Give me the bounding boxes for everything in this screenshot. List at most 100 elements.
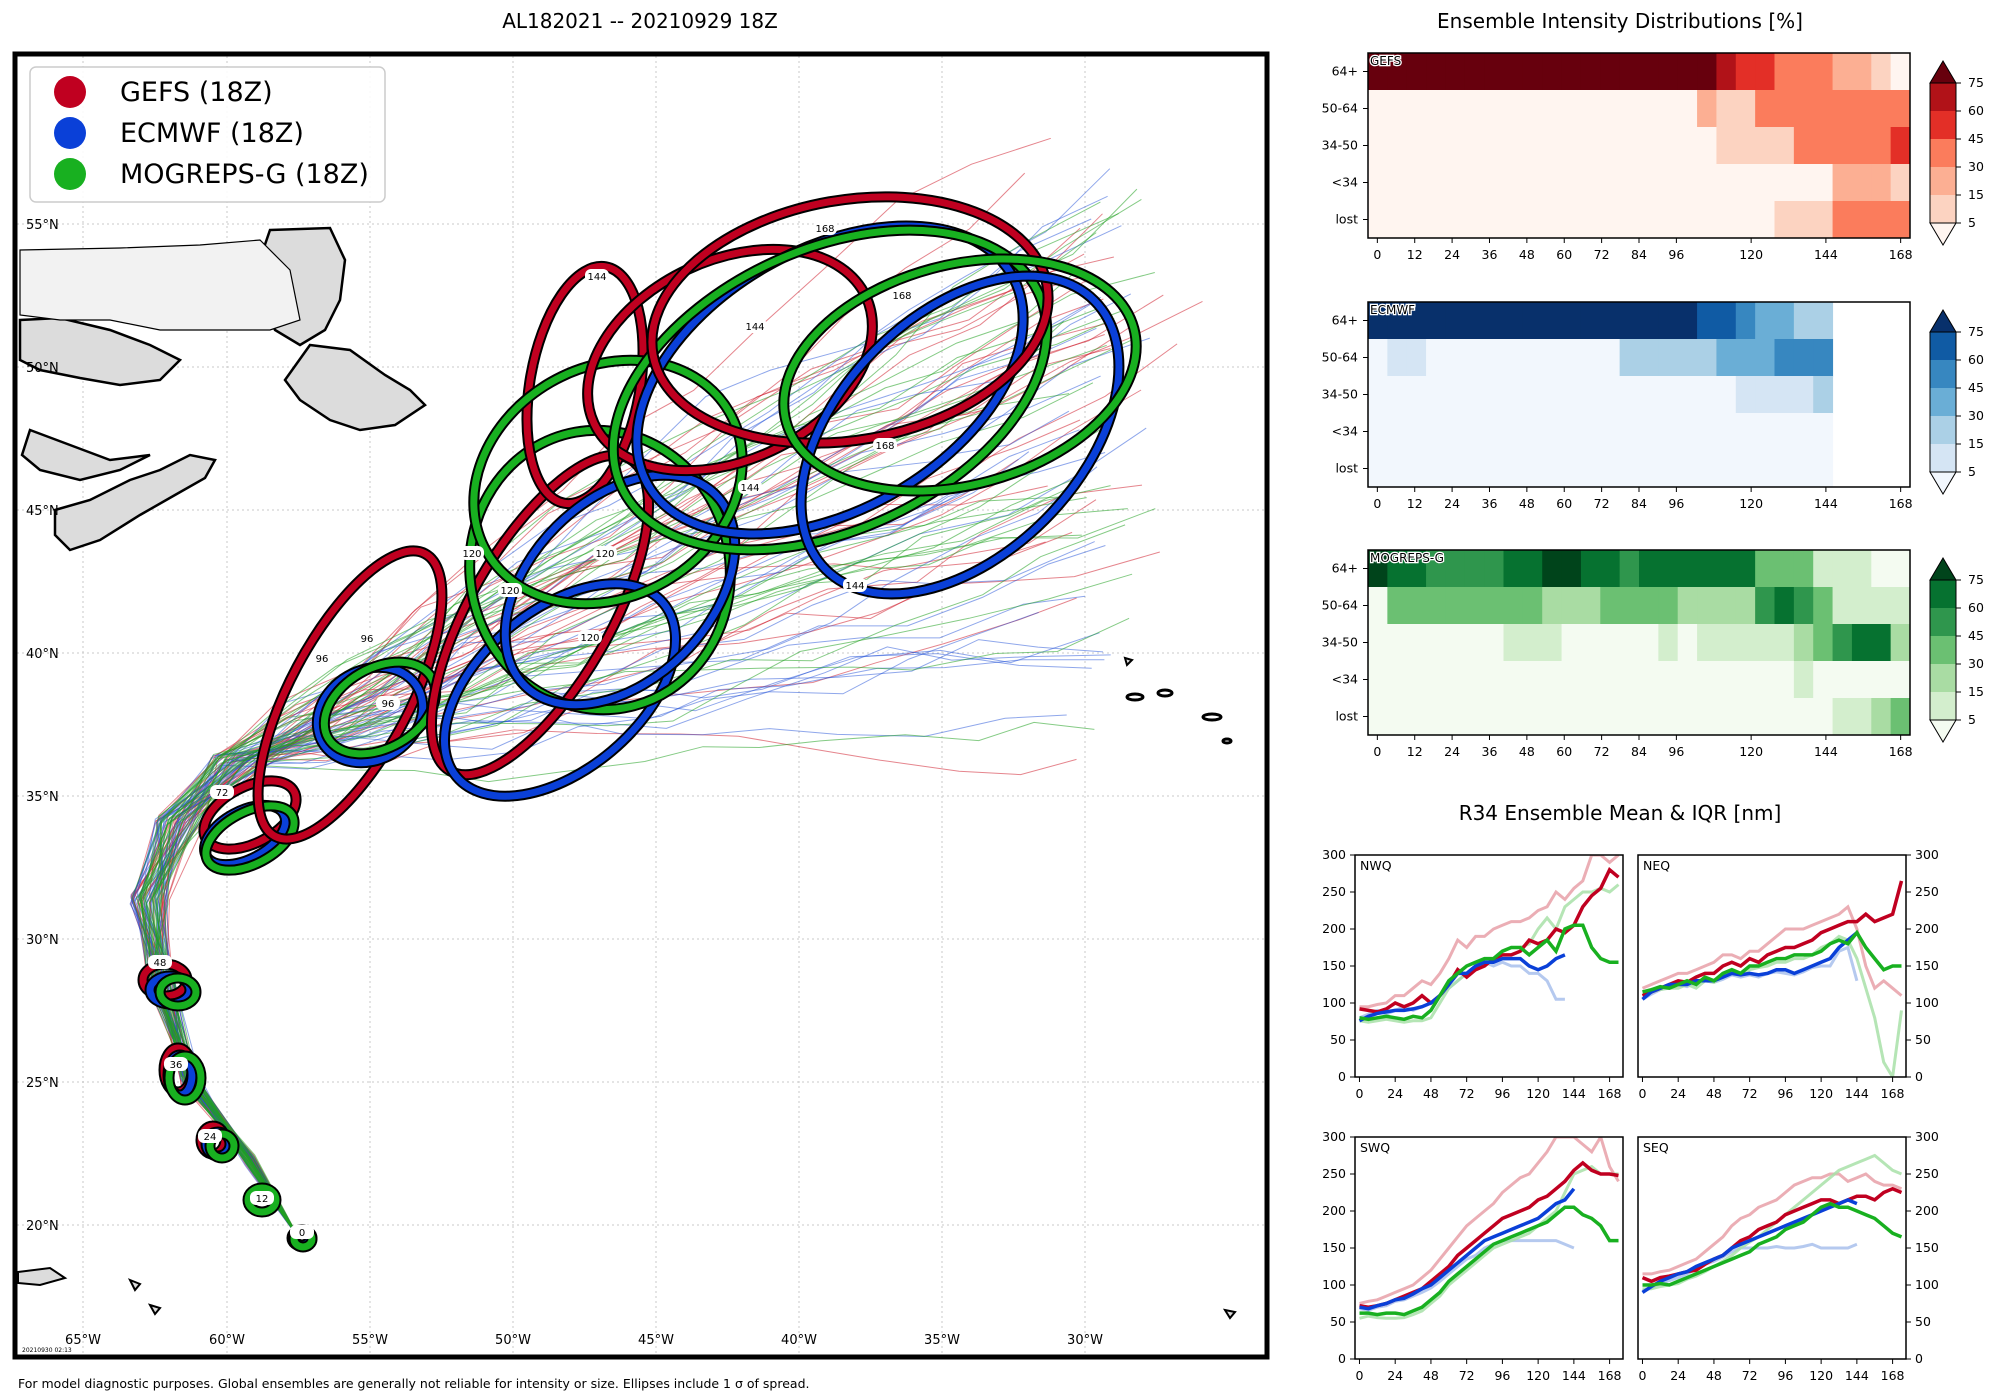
heatmap-cell bbox=[1561, 201, 1582, 239]
r34-ytick-label: 300 bbox=[1322, 847, 1346, 862]
forecast-ellipse bbox=[609, 226, 1051, 554]
heatmap-cell bbox=[1522, 127, 1543, 165]
heatmap-cell bbox=[1755, 90, 1775, 128]
latitude-labels: 20°N 25°N 30°N 35°N 40°N 45°N 50°N 55°N bbox=[26, 218, 59, 1234]
timestamp: 20210930 02:13 bbox=[22, 1347, 72, 1354]
r34-xtick-label: 72 bbox=[1742, 1368, 1758, 1383]
heatmap-cell bbox=[1503, 302, 1524, 340]
heatmap-xtick-label: 72 bbox=[1594, 496, 1610, 511]
heatmap-cell bbox=[1890, 661, 1911, 699]
heatmap-cell bbox=[1406, 164, 1427, 202]
colorbar-gefs: 5 15 30 45 60 75 bbox=[1929, 60, 1984, 246]
heatmap-cell bbox=[1542, 201, 1563, 239]
heatmap-xtick-label: 12 bbox=[1407, 744, 1423, 759]
heatmap-cell bbox=[1368, 587, 1388, 625]
heatmap-cell bbox=[1832, 201, 1853, 239]
heatmap-cell bbox=[1890, 587, 1911, 625]
legend-label-ecmwf: ECMWF (18Z) bbox=[120, 118, 304, 149]
forecast-ellipse bbox=[648, 193, 1052, 447]
r34-line-gefs-mean bbox=[1359, 1160, 1619, 1309]
heatmap-cell bbox=[1445, 53, 1466, 91]
heatmap-xtick-label: 84 bbox=[1631, 496, 1647, 511]
heatmap-cell bbox=[1619, 302, 1640, 340]
heatmap-cell bbox=[1387, 450, 1408, 488]
heatmap-cell bbox=[1755, 127, 1775, 165]
heatmap-cell bbox=[1871, 164, 1892, 202]
heatmap-cell bbox=[1387, 550, 1408, 588]
colorbar-tick-label: 75 bbox=[1968, 324, 1984, 339]
heatmap-cell bbox=[1832, 550, 1853, 588]
heatmap-cell bbox=[1658, 201, 1679, 239]
heatmap-cell bbox=[1735, 661, 1756, 699]
heatmap-cell bbox=[1697, 90, 1717, 128]
r34-xtick-label: 168 bbox=[1598, 1086, 1622, 1101]
heatmap-cell bbox=[1484, 302, 1504, 340]
r34-ytick-label: 0 bbox=[1338, 1351, 1346, 1366]
heatmap-cell bbox=[1561, 550, 1582, 588]
heatmap-cell bbox=[1697, 450, 1717, 488]
heatmap-cell bbox=[1793, 376, 1814, 414]
heatmap-cell bbox=[1368, 53, 1388, 91]
heatmap-xtick-label: 12 bbox=[1407, 247, 1423, 262]
hour-label-text: 168 bbox=[815, 224, 834, 235]
heatmap-cell bbox=[1522, 661, 1543, 699]
heatmap-cell bbox=[1426, 376, 1446, 414]
hour-label-text: 12 bbox=[256, 1194, 269, 1205]
heatmap-cell bbox=[1813, 587, 1834, 625]
hour-label-bg bbox=[376, 696, 400, 710]
heatmap-cell bbox=[1735, 127, 1756, 165]
heatmap-cell bbox=[1580, 661, 1601, 699]
heatmap-cell bbox=[1871, 90, 1892, 128]
land-azores bbox=[1125, 688, 1233, 745]
heatmap-cell bbox=[1600, 450, 1621, 488]
r34-ytick-label: 200 bbox=[1322, 921, 1346, 936]
heatmap-cell bbox=[1484, 90, 1504, 128]
legend-marker-ecmwf bbox=[54, 117, 86, 149]
heatmap-cell bbox=[1677, 661, 1698, 699]
ellipse-hour-label: 168 bbox=[890, 288, 914, 302]
heatmap-cell bbox=[1774, 550, 1795, 588]
heatmap-cell bbox=[1716, 53, 1737, 91]
heatmap-cell bbox=[1677, 376, 1698, 414]
heatmap-xtick-label: 120 bbox=[1739, 496, 1763, 511]
heatmap-cell bbox=[1755, 661, 1775, 699]
r34-xtick-label: 0 bbox=[1355, 1086, 1363, 1101]
colorbar-tick-label: 30 bbox=[1968, 656, 1984, 671]
lat-label: 25°N bbox=[26, 1076, 59, 1091]
heatmap-cell bbox=[1464, 302, 1485, 340]
heatmap-cell bbox=[1793, 53, 1814, 91]
heatmap-cell bbox=[1832, 587, 1853, 625]
forecast-ellipse bbox=[156, 974, 200, 1010]
heatmap-cell bbox=[1426, 164, 1446, 202]
heatmap-cell bbox=[1600, 624, 1621, 662]
heatmap-xtick-label: 36 bbox=[1482, 744, 1498, 759]
heatmap-cell bbox=[1813, 53, 1834, 91]
heatmap-cell bbox=[1561, 376, 1582, 414]
heatmap-cell bbox=[1851, 624, 1872, 662]
heatmap-cell bbox=[1774, 164, 1795, 202]
heatmap-cell bbox=[1484, 201, 1504, 239]
heatmap-cell bbox=[1484, 587, 1504, 625]
heatmap-cell bbox=[1561, 624, 1582, 662]
lat-label: 35°N bbox=[26, 790, 59, 805]
heatmap-xtick-label: 0 bbox=[1373, 496, 1381, 511]
heatmap-cell bbox=[1542, 624, 1563, 662]
r34-ytick-label: 50 bbox=[1330, 1314, 1346, 1329]
heatmap-cell bbox=[1387, 339, 1408, 377]
heatmap-xtick-label: 24 bbox=[1444, 744, 1460, 759]
heatmap-cell bbox=[1755, 587, 1775, 625]
heatmap-cell bbox=[1697, 201, 1717, 239]
heatmap-cell bbox=[1522, 376, 1543, 414]
r34-ytick-label: 100 bbox=[1322, 995, 1346, 1010]
r34-xtick-label: 0 bbox=[1638, 1086, 1646, 1101]
heatmap-cell bbox=[1619, 450, 1640, 488]
heatmap-cell bbox=[1813, 413, 1834, 451]
hour-label-bg bbox=[873, 438, 897, 452]
heatmap-cell bbox=[1871, 587, 1892, 625]
heatmap-cell bbox=[1793, 661, 1814, 699]
heatmap-cell bbox=[1697, 302, 1717, 340]
colorbar-tick-label: 5 bbox=[1968, 215, 1976, 230]
map-frame bbox=[12, 51, 1270, 1360]
heatmap-cell bbox=[1445, 339, 1466, 377]
heatmap-cell bbox=[1735, 413, 1756, 451]
